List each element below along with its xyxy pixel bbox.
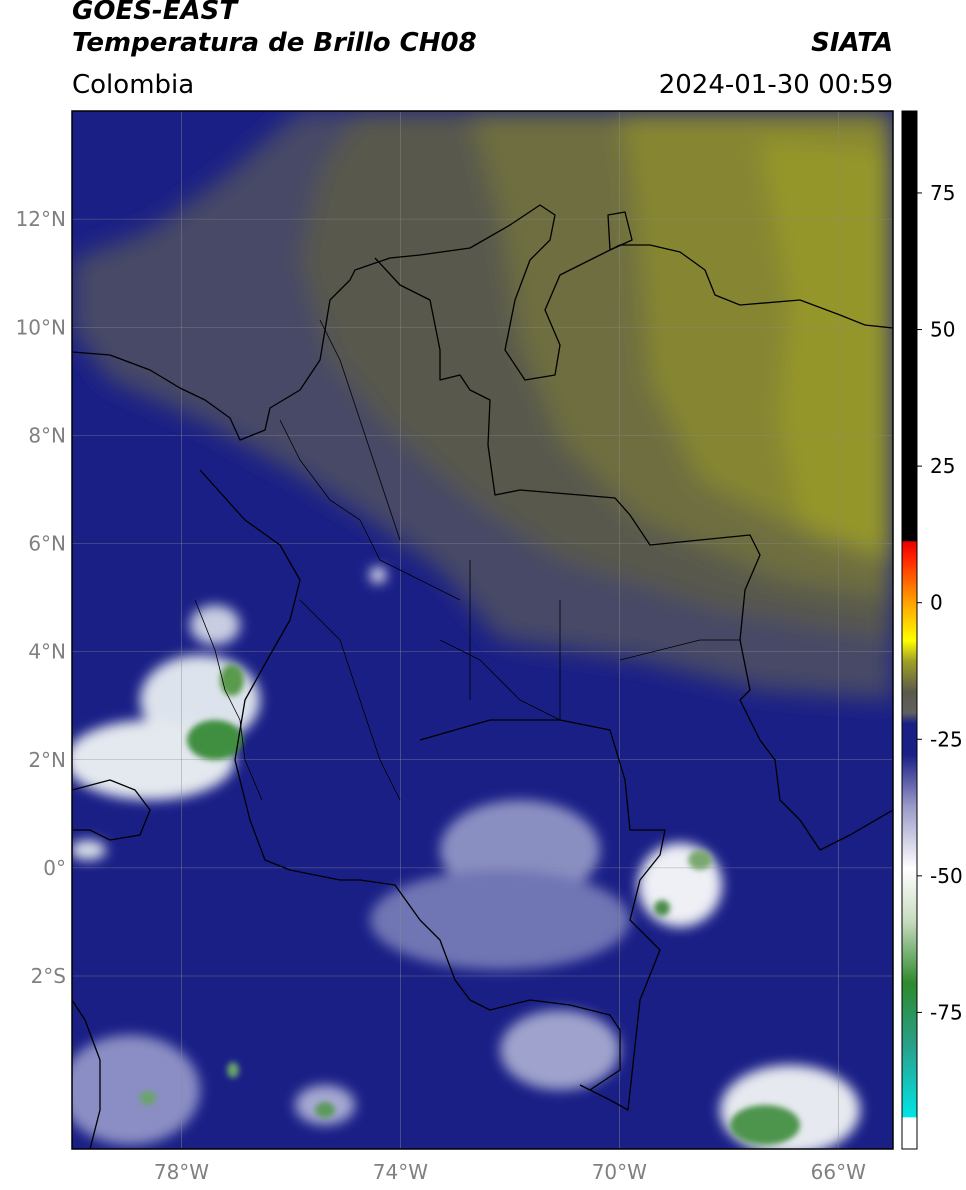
colorbar-tick-label: 75	[930, 181, 955, 205]
lat-tick-label: 6°N	[28, 532, 66, 556]
island-aruba	[607, 211, 633, 251]
lat-tick-label: 4°N	[28, 640, 66, 664]
internal-admin-borders	[194, 319, 740, 801]
colorbar-tick-label: -75	[930, 1000, 963, 1024]
lat-tick-label: 2°N	[28, 748, 66, 772]
lat-tick-label: 12°N	[16, 207, 66, 231]
brightness-temperature-field	[72, 111, 893, 1149]
satellite-title: GOES-EAST	[72, 0, 238, 26]
product-title: Temperatura de Brillo CH08	[72, 28, 477, 58]
coastline-peru	[72, 999, 101, 1149]
latitude-labels: 12°N 10°N 8°N 6°N 4°N 2°N 0° 2°S	[16, 207, 66, 988]
lon-tick-label: 66°W	[811, 1160, 866, 1184]
colorbar-ticks: 75 50 25 0 -25 -50 -75	[917, 181, 963, 1024]
colorbar-tick-label: -50	[930, 864, 963, 888]
lon-tick-label: 70°W	[592, 1160, 647, 1184]
lat-tick-label: 2°S	[31, 964, 66, 988]
lat-tick-label: 8°N	[28, 423, 66, 447]
graticule	[72, 111, 893, 1149]
colorbar-gradient	[901, 110, 918, 1150]
region-label: Colombia	[72, 70, 195, 100]
map-frame	[71, 110, 894, 1150]
coastline-pacific	[72, 779, 151, 841]
lon-tick-label: 78°W	[154, 1160, 209, 1184]
lat-tick-label: 10°N	[16, 315, 66, 339]
lat-tick-label: 0°	[43, 856, 66, 880]
lon-tick-label: 74°W	[373, 1160, 428, 1184]
border-colombia-venezuela	[374, 257, 893, 851]
organization-label: SIATA	[811, 28, 893, 58]
colorbar-tick-label: -25	[930, 727, 963, 751]
colorbar-tick-label: 25	[930, 454, 955, 478]
longitude-labels: 78°W 74°W 70°W 66°W	[154, 1160, 866, 1184]
border-colombia-brazil	[419, 719, 666, 1111]
border-colombia-ecuador-peru	[199, 469, 621, 1091]
colorbar-tick-label: 50	[930, 318, 955, 342]
colorbar: 75 50 25 0 -25 -50 -75	[901, 110, 963, 1150]
country-borders	[72, 204, 893, 1149]
colorbar-tick-label: 0	[930, 591, 943, 615]
coastline-caribbean	[72, 204, 893, 441]
coldest-convective-cores	[140, 664, 800, 1145]
datetime-label: 2024-01-30 00:59	[658, 70, 893, 100]
